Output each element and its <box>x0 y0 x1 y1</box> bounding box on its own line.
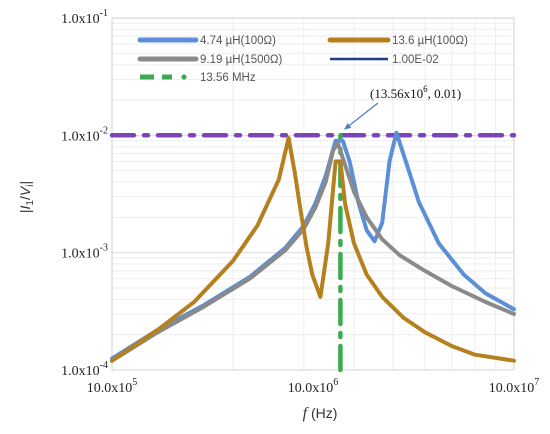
x-tick-base: 10.0x10 <box>489 381 535 396</box>
legend-entry-4: 1.00E-02 <box>330 54 439 66</box>
y-tick-label-2: 1.0x10-3 <box>61 243 108 262</box>
legend-entry-3: 9.19 µH(1500Ω) <box>137 54 283 66</box>
y-tick-base: 1.0x10 <box>61 12 100 27</box>
x-tick-label-1: 10.0x105 <box>87 377 138 396</box>
y-tick-label-4: 1.0x10-1 <box>61 8 108 27</box>
series-line-2 <box>110 135 516 363</box>
y-label-slash: / <box>17 196 33 200</box>
legend-entry-2: 13.6 µH(100Ω) <box>327 35 468 47</box>
y-label-open: | <box>17 209 33 213</box>
annotation-tail: , 0.01) <box>428 86 462 101</box>
legend-label-2: 13.6 µH(100Ω) <box>392 35 468 47</box>
series-line-3 <box>110 141 516 363</box>
y-tick-exp: -4 <box>100 360 108 371</box>
x-axis-label: f (Hz) <box>303 405 338 422</box>
y-tick-exp: -3 <box>100 243 108 254</box>
x-tick-exp: 5 <box>132 377 137 388</box>
y-label-sub: 1 <box>25 200 36 206</box>
y-tick-label-1: 1.0x10-4 <box>61 360 108 379</box>
x-tick-base: 10.0x10 <box>288 381 334 396</box>
annotation-base: (13.56x10 <box>370 86 423 101</box>
y-label-close: | <box>17 181 33 185</box>
x-tick-exp: 7 <box>534 377 539 388</box>
legend: 4.74 µH(100Ω) 13.6 µH(100Ω) 9.19 µH(1500… <box>137 35 468 84</box>
legend-label-3: 9.19 µH(1500Ω) <box>200 54 283 66</box>
annotation-arrowhead <box>344 123 352 130</box>
annotation-sup: 6 <box>423 84 428 94</box>
y-tick-base: 1.0x10 <box>61 247 100 262</box>
legend-label-4: 1.00E-02 <box>392 54 439 66</box>
plot-frame <box>111 17 515 371</box>
y-tick-exp: -1 <box>100 8 108 19</box>
annotation: (13.56x106, 0.01) <box>344 84 461 130</box>
annotation-arrow <box>344 102 379 130</box>
legend-label-5: 13.56 MHz <box>200 72 256 84</box>
y-tick-exp: -2 <box>100 125 108 136</box>
x-axis-unit: (Hz) <box>307 405 337 421</box>
x-tick-label-2: 10.0x106 <box>288 377 339 396</box>
x-tick-base: 10.0x10 <box>87 381 133 396</box>
y-tick-label-3: 1.0x10-2 <box>61 125 108 144</box>
y-tick-labels: 1.0x10-41.0x10-31.0x10-21.0x10-1 <box>61 8 108 379</box>
legend-entry-5: 13.56 MHz <box>140 72 256 84</box>
x-tick-labels: 10.0x105 10.0x106 10.0x107 <box>87 377 540 396</box>
y-tick-base: 1.0x10 <box>61 129 100 144</box>
series-layer <box>109 130 517 373</box>
y-axis-label: |I1/Vi| <box>17 181 36 213</box>
x-axis-symbol: f <box>303 405 310 422</box>
y-tick-base: 1.0x10 <box>61 364 100 379</box>
y-label-sub2: i <box>25 185 36 187</box>
x-tick-exp: 6 <box>333 377 338 388</box>
y-label-sym: I <box>17 205 33 209</box>
legend-entry-1: 4.74 µH(100Ω) <box>137 35 276 47</box>
annotation-text: (13.56x106, 0.01) <box>370 84 461 101</box>
legend-label-1: 4.74 µH(100Ω) <box>200 35 276 47</box>
y-label-sym2: V <box>17 185 33 196</box>
x-tick-label-3: 10.0x107 <box>489 377 540 396</box>
